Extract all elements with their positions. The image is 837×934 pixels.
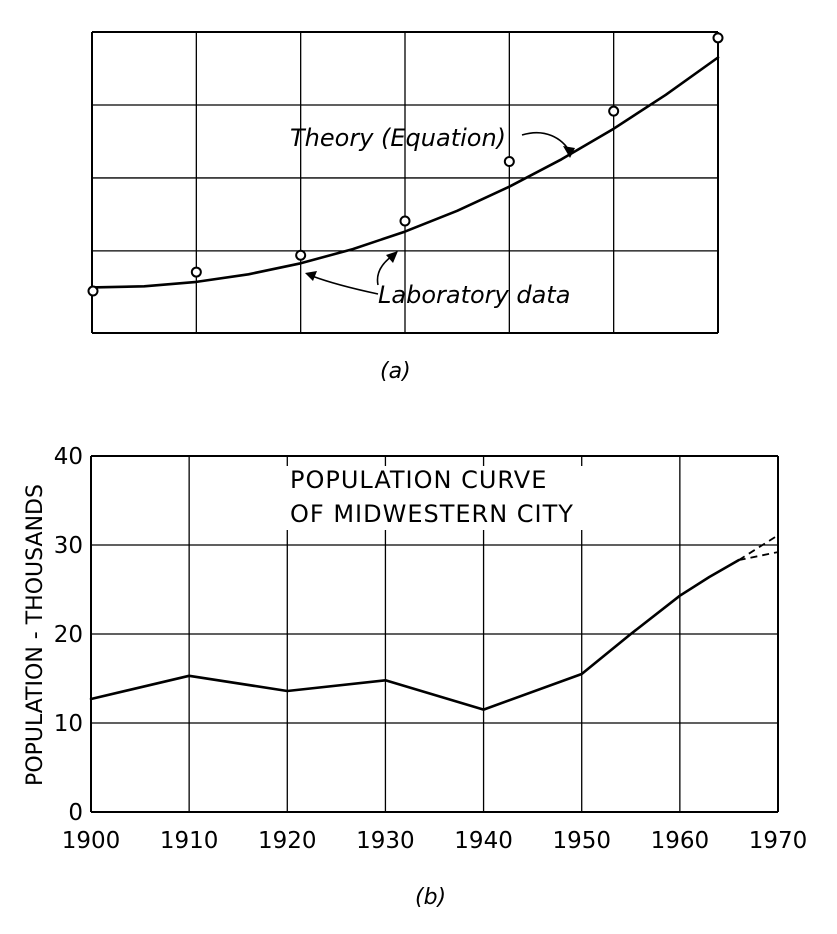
chart-b-x-tick-label: 1940 [454,828,513,854]
chart-b-y-tick-label: 20 [54,622,83,648]
laboratory-data-point [503,156,515,168]
chart-b-x-tick-label: 1900 [62,828,121,854]
chart-b-x-tick-label: 1960 [651,828,710,854]
chart-b-title-line-1: POPULATION CURVE [290,466,547,494]
chart-b-y-tick-label: 10 [54,711,83,737]
lab-arrowhead-2 [386,251,398,263]
chart-b-x-tick-label: 1920 [258,828,317,854]
population-projection [738,534,779,561]
chart-b-x-tick-label: 1930 [356,828,415,854]
caption-a: (a) [380,359,411,384]
laboratory-data-point [190,266,202,278]
chart-b: 1900 1910 1920 1930 1940 1950 1960 1970 0 10 20 30… [23,444,807,910]
population-projection [738,551,779,561]
laboratory-data-point [87,285,99,297]
chart-b-x-tick-label: 1910 [160,828,219,854]
laboratory-data-points [87,32,724,297]
chart-a: Theory (Equation) Laboratory data (a) [87,31,724,384]
caption-b: (b) [415,885,446,910]
chart-b-y-axis-label: POPULATION - THOUSANDS [23,484,48,786]
chart-b-x-tick-labels: 1900 1910 1920 1930 1940 1950 1960 1970 [62,828,808,854]
laboratory-annotation: Laboratory data [378,281,570,309]
chart-b-x-tick-label: 1970 [749,828,808,854]
population-line [89,558,740,711]
chart-b-y-tick-labels: 0 10 20 30 40 [54,444,83,826]
chart-b-y-tick-label: 30 [54,533,83,559]
laboratory-data-point [712,32,724,44]
laboratory-data-point [608,105,620,117]
chart-b-x-tick-label: 1950 [552,828,611,854]
laboratory-data-point [399,215,411,227]
theory-annotation: Theory (Equation) [290,124,506,152]
chart-b-title-box [282,466,602,530]
chart-a-grid [91,31,719,334]
population-projections [738,534,779,561]
lab-arrow-1 [311,275,379,295]
theory-curve [90,56,720,289]
chart-b-y-tick-label: 40 [54,444,83,470]
theory-arrowhead [563,146,575,158]
chart-b-title-line-2: OF MIDWESTERN CITY [290,500,574,528]
chart-b-y-tick-label: 0 [68,800,83,826]
theory-arrow [521,131,571,153]
lab-arrowhead-1 [305,271,317,281]
chart-b-grid [90,455,779,813]
laboratory-data-point [295,249,307,261]
